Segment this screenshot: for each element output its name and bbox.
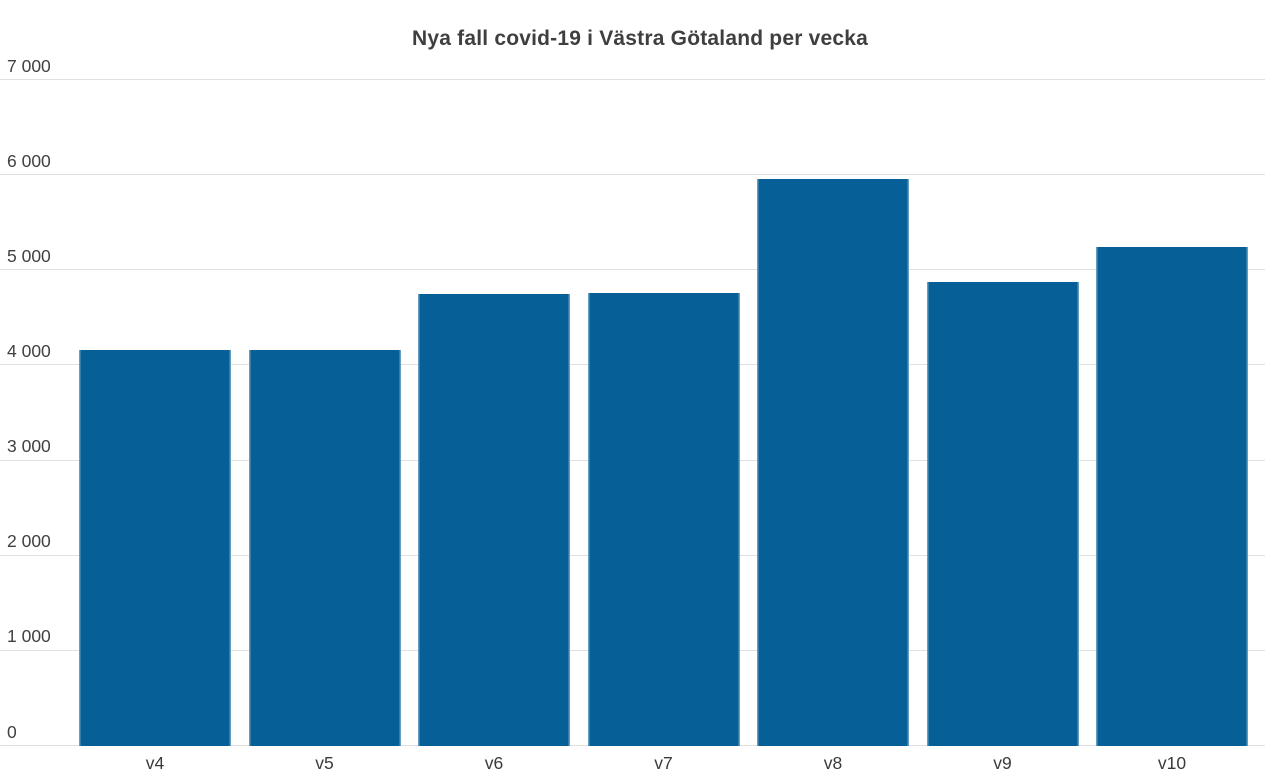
bar-v10 xyxy=(1096,247,1248,746)
bar-v9 xyxy=(926,281,1079,746)
bar-v8 xyxy=(757,178,909,746)
y-axis-tick-label: 1 000 xyxy=(7,626,51,647)
gridline xyxy=(0,79,1265,80)
x-axis-tick-label: v8 xyxy=(823,753,843,773)
x-axis-tick-label: v10 xyxy=(1157,753,1187,773)
y-axis-tick-label: 3 000 xyxy=(7,436,51,457)
x-axis-tick-label: v7 xyxy=(654,753,673,773)
bar-v7 xyxy=(587,293,740,746)
y-axis-tick-label: 5 000 xyxy=(7,245,51,266)
y-axis-tick-label: 0 xyxy=(7,721,17,742)
y-axis-tick-label: 6 000 xyxy=(7,150,51,171)
x-axis-tick-label: v9 xyxy=(993,753,1012,773)
x-axis-tick-label: v5 xyxy=(315,753,334,773)
x-axis-tick-label: v6 xyxy=(484,753,504,773)
y-axis-tick-label: 4 000 xyxy=(7,340,51,361)
bar-v5 xyxy=(248,350,401,746)
y-axis-tick-label: 7 000 xyxy=(7,55,51,76)
bar-v6 xyxy=(418,294,570,746)
gridline xyxy=(0,174,1265,175)
x-axis-tick-label: v4 xyxy=(145,753,165,773)
gridline xyxy=(0,269,1265,270)
bar-v4 xyxy=(79,350,231,746)
y-axis-tick-label: 2 000 xyxy=(7,531,51,552)
chart-title: Nya fall covid-19 i Västra Götaland per … xyxy=(411,27,869,50)
